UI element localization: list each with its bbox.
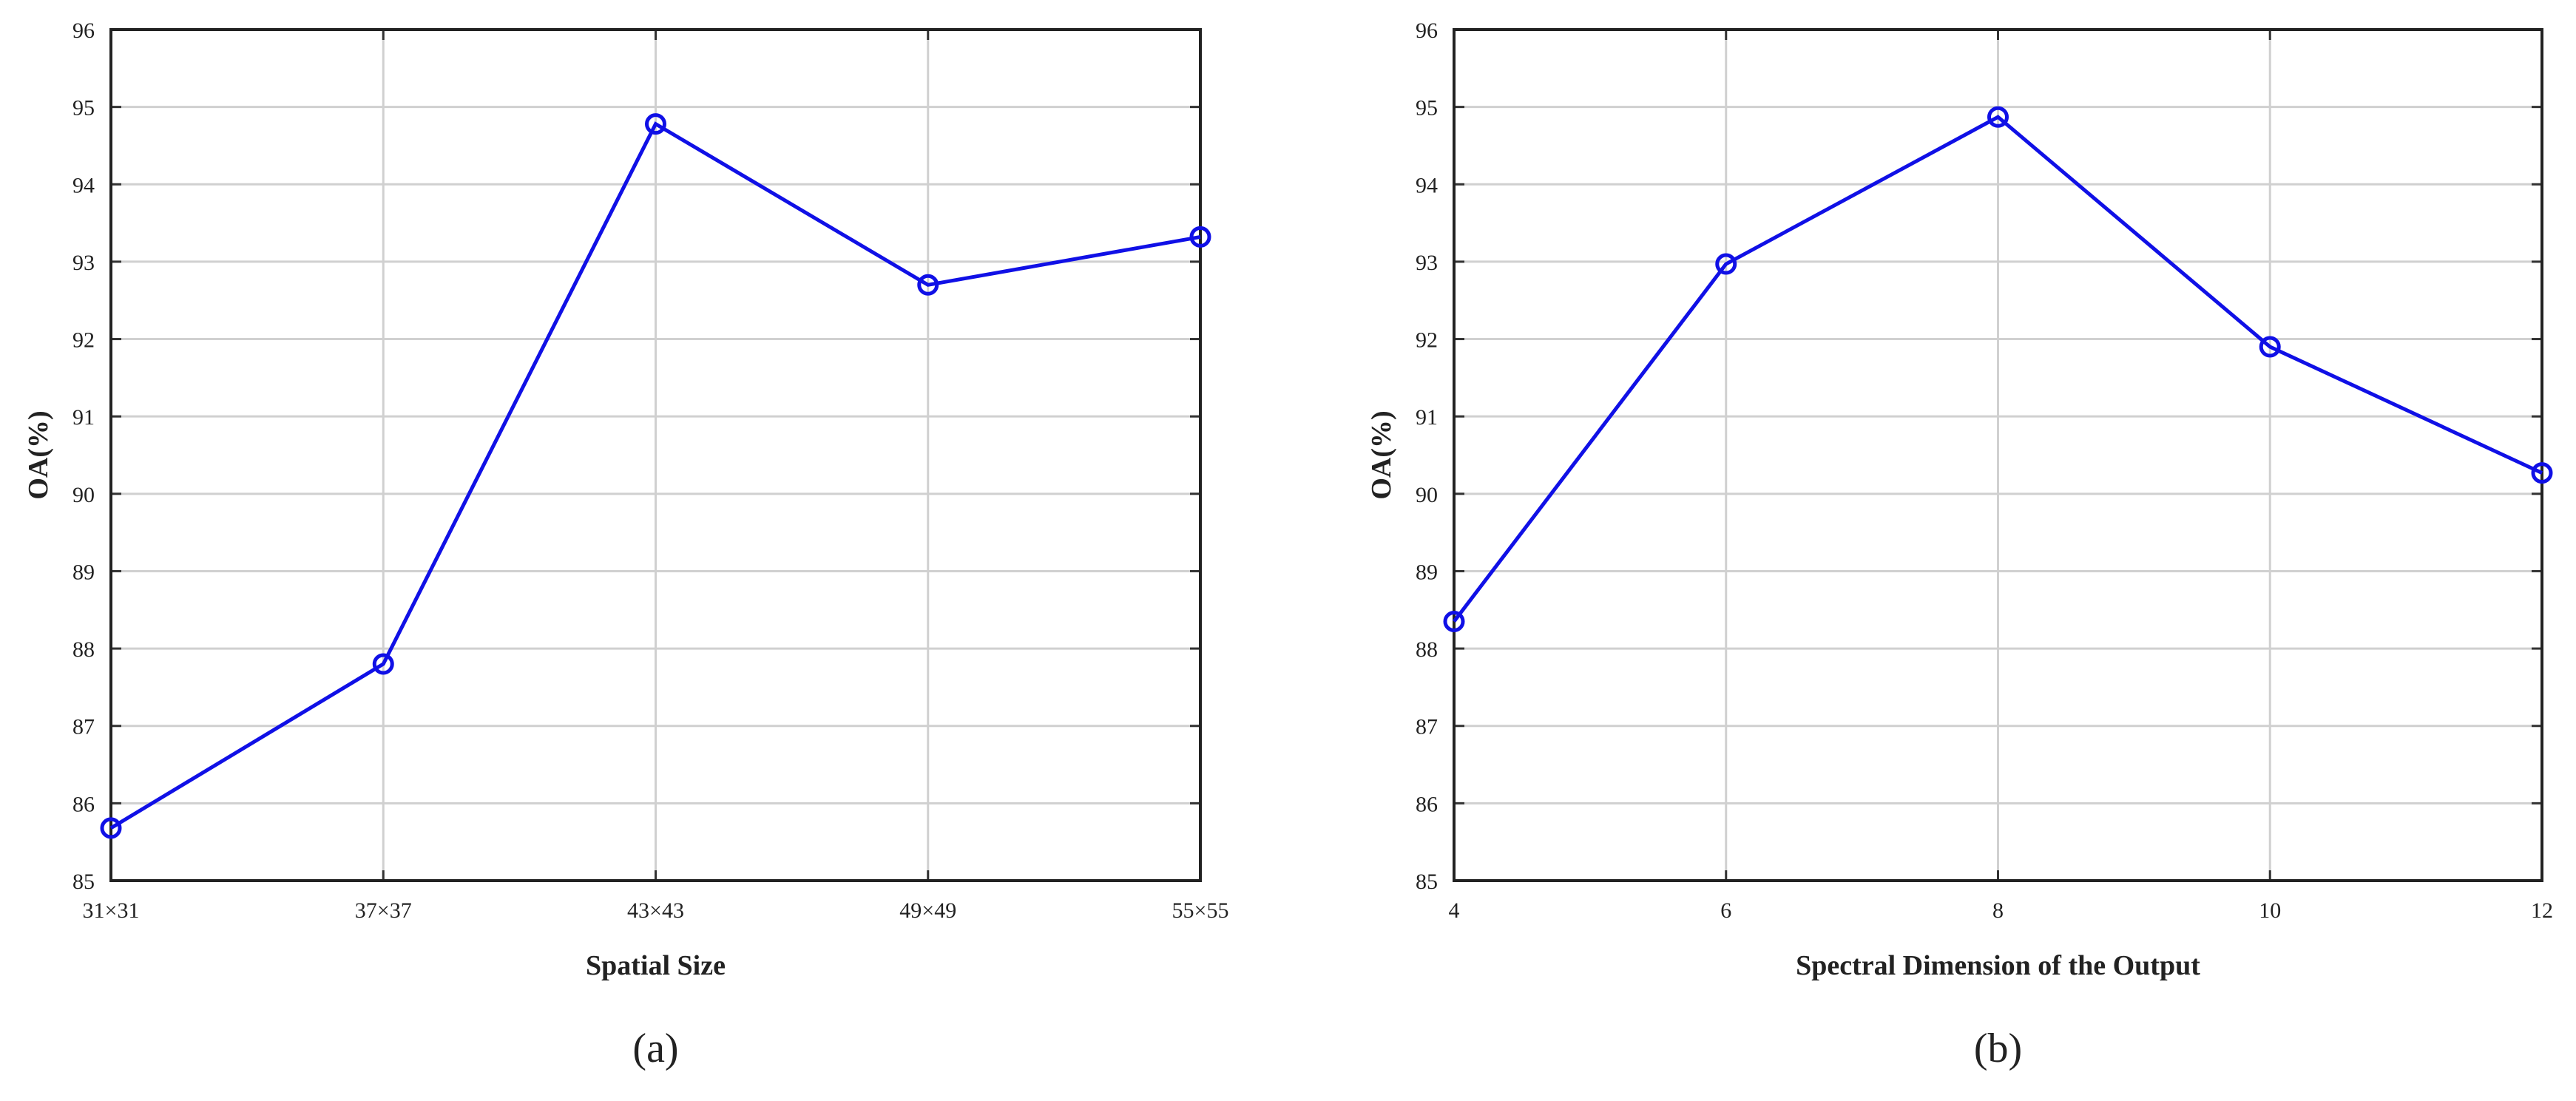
data-point-marker xyxy=(100,817,122,839)
x-tick-label: 6 xyxy=(1720,898,1731,923)
x-tick-label: 37×37 xyxy=(355,898,412,923)
y-axis-label: OA(%) xyxy=(1366,410,1397,499)
y-tick-label: 90 xyxy=(72,483,95,507)
x-tick-label: 8 xyxy=(1992,898,2004,923)
panel-label: (b) xyxy=(1974,1026,2022,1071)
x-axis-label: Spatial Size xyxy=(586,950,726,981)
chart-panel-1: 85 86 87 88 89 90 91 92 93 94 95 96 31×31 37×37 43×43 4… xyxy=(23,18,1228,1071)
x-tick-label: 31×31 xyxy=(83,898,140,923)
y-tick-label: 89 xyxy=(72,560,95,584)
y-tick-label: 85 xyxy=(1416,870,1438,894)
y-tick-label: 93 xyxy=(1416,251,1438,275)
chart-panel-2: 85 86 87 88 89 90 91 92 93 94 95 96 4 6 8 10 12 Spectral … xyxy=(1366,18,2553,1071)
y-tick-label: 92 xyxy=(1416,328,1438,353)
x-tick-label: 49×49 xyxy=(899,898,956,923)
y-tick-label: 96 xyxy=(1416,18,1438,43)
x-tick-label: 4 xyxy=(1449,898,1460,923)
y-tick-label: 93 xyxy=(72,251,95,275)
y-tick-label: 88 xyxy=(72,637,95,662)
y-tick-label: 92 xyxy=(72,328,95,353)
y-tick-label: 95 xyxy=(1416,96,1438,121)
series-line xyxy=(1453,115,2543,623)
y-tick-label: 91 xyxy=(1416,405,1438,430)
data-point-marker xyxy=(645,113,666,135)
y-tick-label: 94 xyxy=(1416,173,1438,197)
y-tick-label: 90 xyxy=(1416,483,1438,507)
data-point-marker xyxy=(917,274,939,296)
y-tick-label: 89 xyxy=(1416,560,1438,584)
plot-area-frame xyxy=(109,28,1202,882)
y-tick-label: 86 xyxy=(1416,792,1438,816)
y-tick-label: 95 xyxy=(72,96,95,121)
series-line xyxy=(109,121,1201,830)
y-tick-label: 91 xyxy=(72,405,95,430)
y-axis-label: OA(%) xyxy=(23,410,54,499)
x-tick-label: 12 xyxy=(2531,898,2553,923)
panel-label: (a) xyxy=(632,1026,678,1071)
y-tick-label: 86 xyxy=(72,792,95,816)
y-tick-label: 87 xyxy=(1416,715,1438,739)
data-point-marker xyxy=(2259,336,2281,358)
y-tick-label: 85 xyxy=(72,870,95,894)
x-tick-label: 43×43 xyxy=(627,898,684,923)
data-point-marker xyxy=(1987,106,2009,128)
plot-area-frame xyxy=(1453,28,2543,882)
data-point-marker xyxy=(372,653,394,675)
data-point-marker xyxy=(1715,253,1737,275)
x-tick-label: 55×55 xyxy=(1172,898,1229,923)
data-point-marker xyxy=(1189,226,1211,248)
data-point-marker xyxy=(2531,462,2553,484)
x-axis-label: Spectral Dimension of the Output xyxy=(1796,950,2200,981)
y-tick-label: 96 xyxy=(72,18,95,43)
y-tick-label: 87 xyxy=(72,715,95,739)
x-tick-label: 10 xyxy=(2259,898,2281,923)
y-tick-label: 88 xyxy=(1416,637,1438,662)
y-tick-label: 94 xyxy=(72,173,95,197)
data-point-marker xyxy=(1443,610,1465,632)
